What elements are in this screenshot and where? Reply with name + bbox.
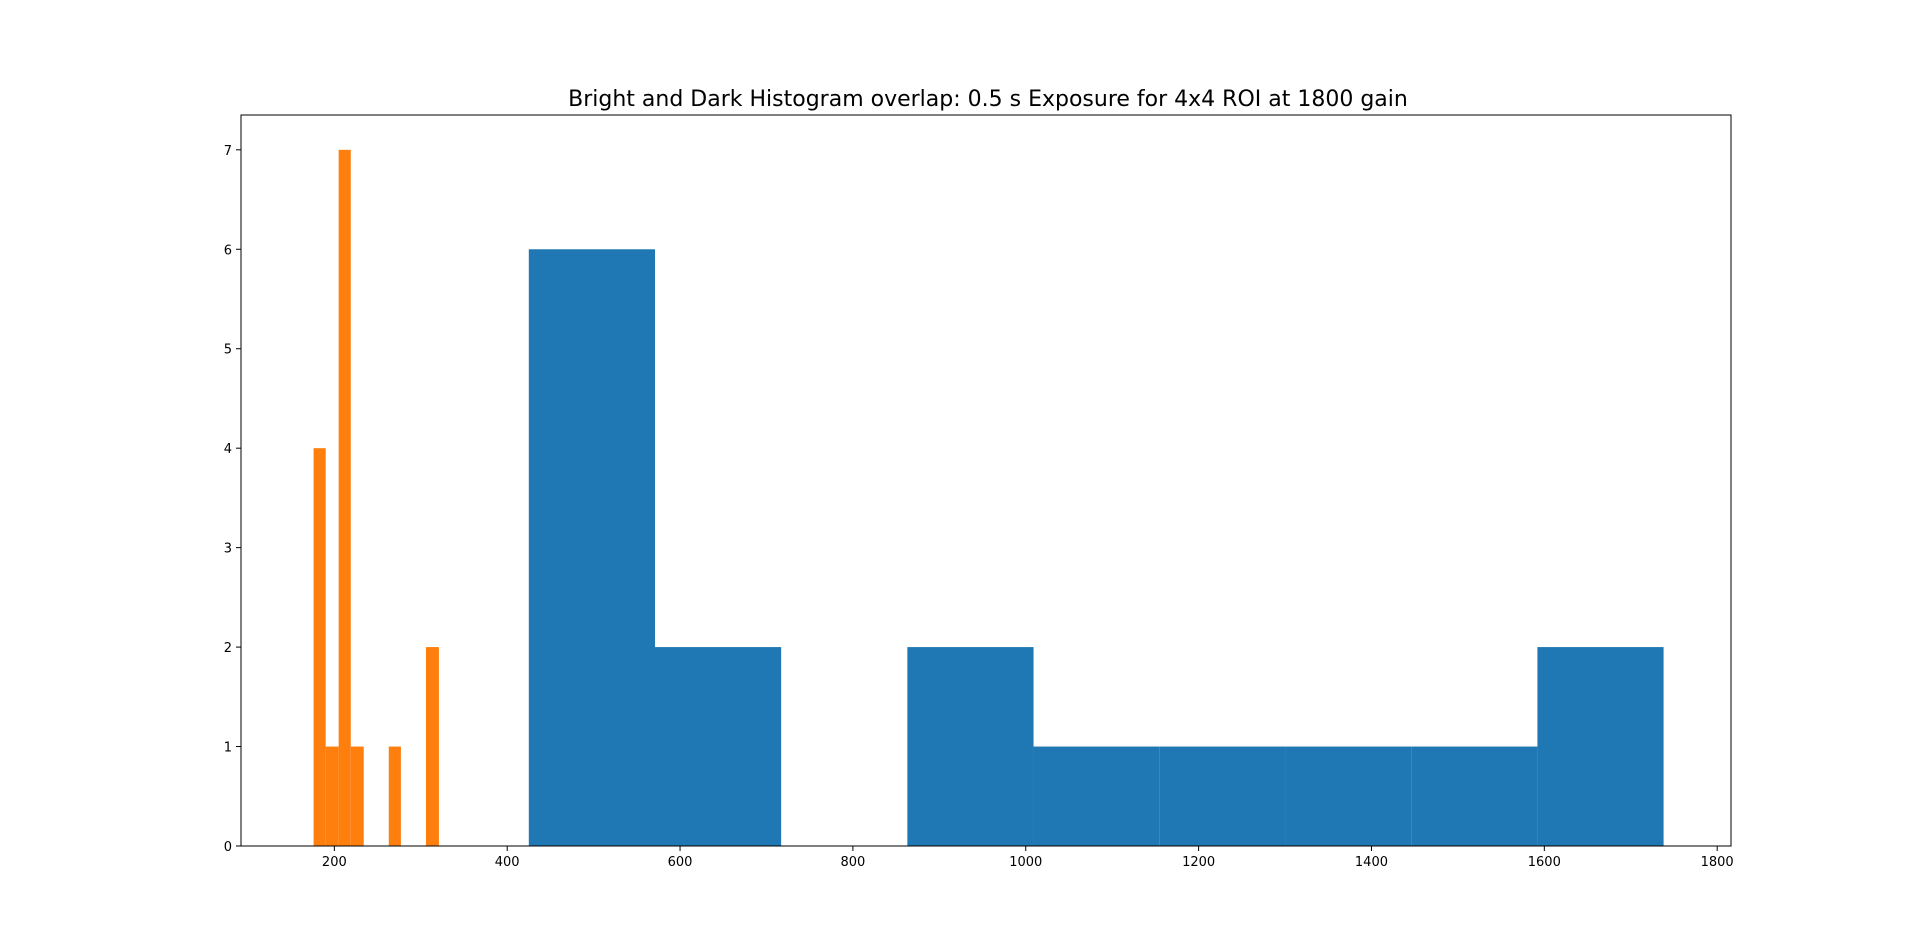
histogram-bars [313,149,1664,847]
y-tick-label-6: 6 [224,243,232,258]
y-tick-label-3: 3 [224,542,232,557]
x-tick-label-1600: 1600 [1528,855,1561,870]
x-tick-label-600: 600 [668,855,693,870]
x-tick-label-1800: 1800 [1701,855,1734,870]
x-tick-label-1200: 1200 [1182,855,1215,870]
histogram-bar-series-0-bin-6 [1285,746,1412,846]
chart-title: Bright and Dark Histogram overlap: 0.5 s… [568,87,1408,112]
y-tick-label-7: 7 [224,144,232,159]
histogram-bar-series-0-bin-0 [528,249,655,846]
histogram-bar-series-0-bin-5 [1159,746,1286,846]
x-tick-label-400: 400 [495,855,520,870]
histogram-bar-series-0-bin-8 [1537,647,1664,846]
histogram-bar-series-1-bin-1 [325,746,339,846]
y-tick-label-0: 0 [224,840,232,855]
x-tick-label-800: 800 [840,855,865,870]
histogram-bar-series-0-bin-1 [654,647,782,846]
x-tick-label-1000: 1000 [1009,855,1042,870]
y-tick-label-4: 4 [224,442,232,457]
histogram-bar-series-0-bin-7 [1411,746,1538,846]
x-tick-label-1400: 1400 [1355,855,1388,870]
histogram-bar-series-1-bin-3 [350,746,364,846]
y-tick-label-1: 1 [224,741,232,756]
histogram-bar-series-0-bin-4 [1033,746,1160,846]
x-tick-label-200: 200 [322,855,347,870]
histogram-bar-series-1-bin-2 [338,149,351,847]
x-axis: 200 400 600 800 1000 1200 1400 1600 1800 [322,846,1734,870]
y-tick-label-2: 2 [224,641,232,656]
y-tick-label-5: 5 [224,343,232,358]
plot-frame [240,114,1732,847]
histogram-bar-series-0-bin-3 [907,647,1034,846]
histogram-bar-series-1-bin-6 [388,746,401,846]
y-axis: 0 1 2 3 4 5 6 7 [224,144,241,855]
histogram-bar-series-1-bin-9 [425,647,439,846]
histogram-bar-series-1-bin-0 [313,448,326,846]
